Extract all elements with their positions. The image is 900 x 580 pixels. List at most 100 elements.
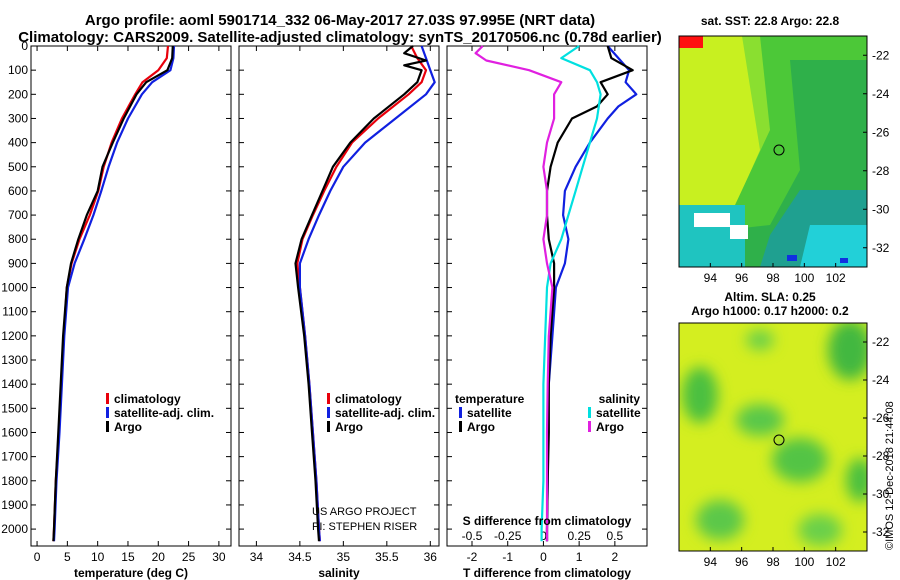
sla-blob [696, 500, 744, 540]
s-difference-xlabel: S difference from climatology [463, 514, 632, 528]
s-diff-tick-label: 0 [540, 529, 547, 543]
map-x-tick-label: 100 [794, 555, 814, 569]
depth-tick-label: 1500 [1, 401, 28, 415]
x-tick-label: 0 [34, 550, 41, 564]
x-tick-label: 2 [612, 550, 619, 564]
legend-label-climatology: climatology [335, 392, 402, 406]
temperature-legend: climatology satellite-adj. clim. Argo [106, 392, 214, 434]
legend-label-s-satellite: satellite [596, 406, 641, 420]
map-y-tick-label: -26 [872, 125, 890, 139]
legend-label-s-argo: Argo [596, 420, 624, 434]
sla-blob [828, 323, 867, 380]
depth-tick-label: 2000 [1, 522, 28, 536]
sst-missing-data [730, 225, 748, 239]
s-diff-tick-label: -0.5 [462, 529, 483, 543]
legend-swatch-climatology [106, 393, 109, 404]
depth-tick-label: 400 [8, 136, 28, 150]
map-y-tick-label: -30 [872, 202, 890, 216]
depth-tick-label: 1300 [1, 353, 28, 367]
depth-tick-label: 700 [8, 208, 28, 222]
x-tick-label: 1 [576, 550, 583, 564]
x-tick-label: 25 [182, 550, 196, 564]
x-tick-label: 15 [121, 550, 135, 564]
depth-tick-label: 800 [8, 232, 28, 246]
x-tick-label: -1 [502, 550, 513, 564]
sst-blue-patch [787, 255, 797, 261]
sla-blob [846, 458, 867, 502]
depth-tick-label: 200 [8, 87, 28, 101]
sst-map [679, 36, 867, 267]
temperature-xlabel: temperature (deg C) [74, 566, 188, 580]
sst-missing-data [694, 213, 730, 227]
project-annotation: US ARGO PROJECT [312, 506, 417, 518]
sla-map-title: Altim. SLA: 0.25 [724, 290, 816, 304]
legend-label-argo: Argo [335, 420, 363, 434]
x-tick-label: 35.5 [375, 550, 399, 564]
map-x-tick-label: 96 [735, 271, 749, 285]
sst-map-title: sat. SST: 22.8 Argo: 22.8 [701, 14, 840, 28]
salinity-panel-frame [238, 45, 440, 547]
map-y-tick-label: -22 [872, 48, 890, 62]
depth-tick-label: 1900 [1, 498, 28, 512]
legend-title-salinity: salinity [599, 392, 641, 406]
copyright-stamp: ©IMOS 12-Dec-2018 21:44:08 [884, 401, 896, 550]
map-y-tick-label: -22 [872, 335, 890, 349]
salinity-legend: climatology satellite-adj. clim. Argo [327, 392, 435, 434]
series-line-argo [294, 45, 428, 542]
map-x-tick-label: 98 [766, 555, 780, 569]
sst-band-coldest [800, 225, 867, 267]
map-y-tick-label: -32 [872, 525, 890, 539]
legend-swatch-satellite-adj [106, 407, 109, 418]
map-x-tick-label: 96 [735, 555, 749, 569]
map-y-tick-label: -24 [872, 87, 890, 101]
x-tick-label: -2 [467, 550, 478, 564]
map-x-tick-label: 98 [766, 271, 780, 285]
difference-legend: temperature salinity satellite Argo sate… [455, 392, 641, 434]
s-diff-tick-label: 0.25 [567, 529, 591, 543]
salinity-xlabel: salinity [318, 566, 360, 580]
legend-title-temperature: temperature [455, 392, 525, 406]
depth-tick-label: 100 [8, 63, 28, 77]
x-tick-label: 0 [540, 550, 547, 564]
depth-tick-label: 600 [8, 184, 28, 198]
legend-swatch-t-satellite [459, 407, 462, 418]
sla-blob [736, 404, 784, 436]
temperature-panel-frame [30, 45, 232, 547]
depth-tick-label: 300 [8, 111, 28, 125]
legend-label-satellite-adj: satellite-adj. clim. [335, 406, 435, 420]
sst-argo-marker [773, 144, 785, 156]
series-line-argo [52, 45, 174, 542]
legend-label-t-argo: Argo [467, 420, 495, 434]
map-y-tick-label: -32 [872, 241, 890, 255]
legend-label-climatology: climatology [114, 392, 181, 406]
map-y-tick-label: -26 [872, 411, 890, 425]
sst-blue-patch [840, 258, 848, 263]
t-difference-xlabel: T difference from climatology [463, 566, 631, 580]
depth-tick-label: 1600 [1, 425, 28, 439]
x-tick-label: 34 [250, 550, 264, 564]
depth-tick-label: 1400 [1, 377, 28, 391]
sla-map [679, 323, 867, 551]
depth-tick-label: 1700 [1, 450, 28, 464]
x-tick-label: 34.5 [288, 550, 312, 564]
legend-label-satellite-adj: satellite-adj. clim. [114, 406, 214, 420]
map-x-tick-label: 102 [826, 555, 846, 569]
series-line-satellite-adj-clim- [52, 45, 176, 542]
map-y-tick-label: -28 [872, 164, 890, 178]
legend-swatch-argo [327, 421, 330, 432]
map-y-tick-label: -28 [872, 449, 890, 463]
x-tick-label: 10 [91, 550, 105, 564]
x-tick-label: 36 [424, 550, 438, 564]
map-x-tick-label: 100 [794, 271, 814, 285]
x-tick-label: 5 [64, 550, 71, 564]
depth-tick-label: 900 [8, 256, 28, 270]
sla-blob [682, 367, 718, 423]
map-y-tick-label: -24 [872, 373, 890, 387]
x-tick-label: 35 [337, 550, 351, 564]
depth-tick-label: 1000 [1, 281, 28, 295]
x-tick-label: 30 [212, 550, 226, 564]
legend-swatch-s-satellite [588, 407, 591, 418]
depth-tick-label: 1100 [2, 305, 28, 319]
depth-tick-label: 500 [8, 160, 28, 174]
pi-annotation: PI: STEPHEN RISER [312, 521, 417, 533]
